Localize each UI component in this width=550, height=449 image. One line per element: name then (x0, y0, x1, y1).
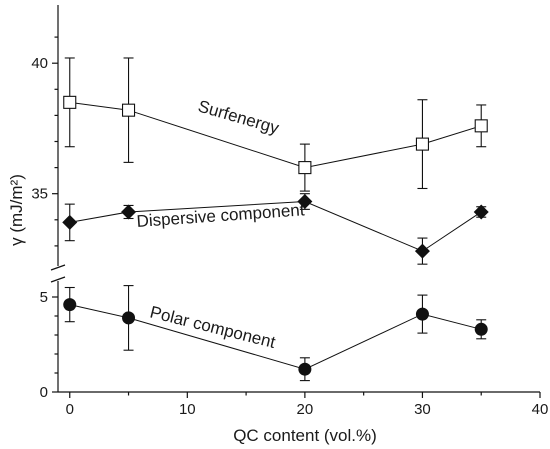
data-point (298, 161, 312, 175)
markers (62, 95, 489, 376)
data-point (63, 95, 77, 109)
series-label-polar: Polar component (148, 302, 278, 352)
x-tick-label: 30 (414, 401, 431, 418)
series-label-dispersive: Dispersive component (136, 200, 305, 231)
data-point (122, 311, 136, 325)
data-point (415, 307, 429, 321)
x-tick-label: 0 (66, 401, 74, 418)
x-tick-label: 20 (297, 401, 314, 418)
data-point (298, 362, 312, 376)
data-point (474, 322, 488, 336)
data-point (121, 204, 137, 220)
data-point (297, 194, 313, 210)
x-axis-label: QC content (vol.%) (233, 426, 377, 445)
y-tick-label: 5 (40, 289, 48, 306)
data-point (473, 204, 489, 220)
y-tick-label: 40 (31, 55, 48, 72)
ticks: 0 10 20 30 40 35 40 0 5 (31, 36, 549, 418)
data-point (415, 137, 429, 151)
axis-break-mark (50, 264, 66, 271)
data-point (62, 214, 78, 230)
data-point (414, 243, 430, 259)
data-point (63, 298, 77, 312)
series-label-surfenergy: Surfenergy (196, 97, 282, 138)
data-point (121, 103, 136, 117)
axis-break-mark (50, 276, 66, 283)
axes (50, 5, 540, 393)
y-tick-label: 35 (31, 186, 48, 203)
x-tick-label: 10 (179, 401, 196, 418)
data-point (474, 119, 488, 133)
y-axis-label: γ (mJ/m²) (7, 174, 26, 246)
y-tick-label: 0 (40, 384, 48, 401)
x-tick-label: 40 (532, 401, 549, 418)
